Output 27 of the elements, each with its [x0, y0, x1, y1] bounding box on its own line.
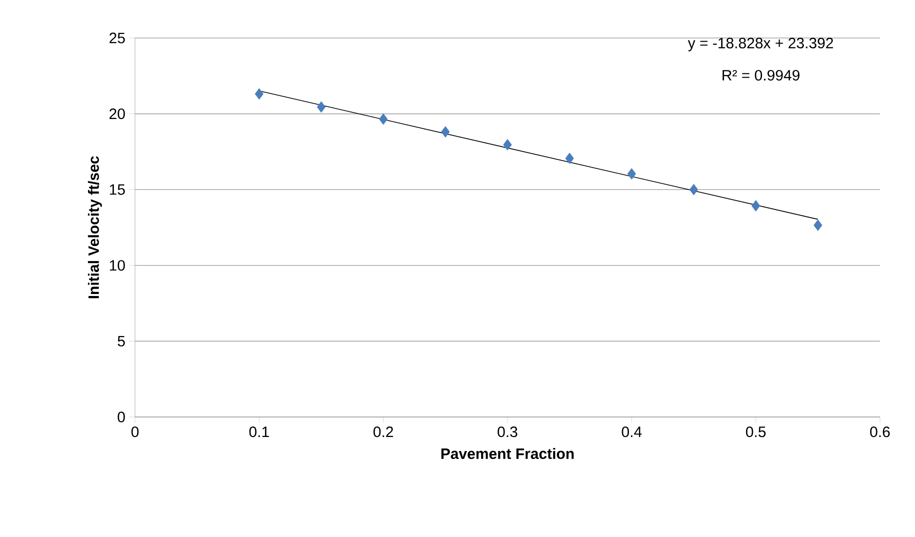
x-tick-label: 0.6	[870, 426, 890, 438]
annotation: y = -18.828x + 23.392	[688, 38, 833, 52]
y-tick-label: 15	[110, 184, 125, 195]
point	[689, 184, 698, 196]
x-tick-label: 0	[131, 426, 139, 438]
y-tick-label: 0	[118, 412, 125, 422]
point	[441, 126, 450, 138]
point	[814, 220, 822, 231]
y-axis-title: Initial Velocity ft/sec	[88, 156, 102, 298]
x-tick-label: 0.5	[746, 426, 766, 438]
point	[565, 152, 574, 164]
y-tick-label: 10	[110, 260, 125, 271]
x-tick-label: 0.2	[373, 426, 394, 438]
point	[627, 168, 636, 180]
point	[254, 88, 264, 100]
point	[503, 139, 512, 150]
y-tick-label: 20	[110, 108, 125, 120]
point	[379, 113, 388, 125]
x-axis-title: Pavement Fraction	[441, 448, 574, 460]
point	[752, 200, 760, 212]
x-tick-label: 0.3	[498, 426, 518, 438]
y-tick-label: 25	[110, 32, 125, 44]
x-tick-label: 0.4	[622, 426, 642, 438]
annotation: R² = 0.9949	[722, 70, 800, 81]
point	[316, 101, 326, 113]
x-tick-label: 0.1	[249, 426, 269, 438]
y-tick-label: 5	[118, 336, 125, 346]
